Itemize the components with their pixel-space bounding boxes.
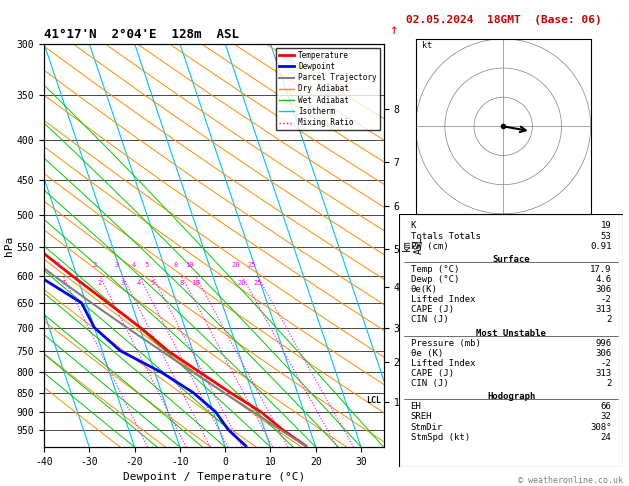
Text: 19: 19 bbox=[601, 222, 611, 230]
Text: CIN (J): CIN (J) bbox=[411, 315, 448, 325]
Text: 10: 10 bbox=[191, 280, 200, 286]
Text: CAPE (J): CAPE (J) bbox=[411, 369, 454, 378]
Text: 25: 25 bbox=[247, 261, 255, 268]
Text: 8: 8 bbox=[174, 261, 177, 268]
Text: 3: 3 bbox=[120, 280, 125, 286]
Text: 2: 2 bbox=[606, 315, 611, 325]
Text: 306: 306 bbox=[596, 285, 611, 294]
Text: EH: EH bbox=[411, 402, 421, 411]
Text: 20: 20 bbox=[231, 261, 240, 268]
Text: SREH: SREH bbox=[411, 413, 432, 421]
Text: θe (K): θe (K) bbox=[411, 349, 443, 358]
Text: ↑: ↑ bbox=[389, 23, 398, 37]
Text: Pressure (mb): Pressure (mb) bbox=[411, 339, 481, 347]
Text: K: K bbox=[411, 222, 416, 230]
Text: 2: 2 bbox=[606, 379, 611, 388]
Text: 2: 2 bbox=[92, 261, 96, 268]
Text: 5: 5 bbox=[145, 261, 148, 268]
Text: 313: 313 bbox=[596, 305, 611, 314]
Text: PW (cm): PW (cm) bbox=[411, 242, 448, 251]
X-axis label: Dewpoint / Temperature (°C): Dewpoint / Temperature (°C) bbox=[123, 472, 305, 483]
Text: 66: 66 bbox=[601, 402, 611, 411]
Text: 41°17'N  2°04'E  128m  ASL: 41°17'N 2°04'E 128m ASL bbox=[44, 28, 239, 41]
Legend: Temperature, Dewpoint, Parcel Trajectory, Dry Adiabat, Wet Adiabat, Isotherm, Mi: Temperature, Dewpoint, Parcel Trajectory… bbox=[276, 48, 380, 130]
Text: 4: 4 bbox=[131, 261, 135, 268]
Text: Lifted Index: Lifted Index bbox=[411, 359, 475, 368]
Text: 17.9: 17.9 bbox=[590, 265, 611, 274]
Text: 306: 306 bbox=[596, 349, 611, 358]
Text: Totals Totals: Totals Totals bbox=[411, 231, 481, 241]
Text: 5: 5 bbox=[150, 280, 155, 286]
Text: Most Unstable: Most Unstable bbox=[476, 329, 546, 338]
Text: CIN (J): CIN (J) bbox=[411, 379, 448, 388]
Text: StmSpd (kt): StmSpd (kt) bbox=[411, 433, 470, 442]
Text: Surface: Surface bbox=[493, 255, 530, 264]
Text: 3: 3 bbox=[114, 261, 119, 268]
Text: 24: 24 bbox=[601, 433, 611, 442]
Text: StmDir: StmDir bbox=[411, 423, 443, 432]
Text: 0.91: 0.91 bbox=[590, 242, 611, 251]
Text: Lifted Index: Lifted Index bbox=[411, 295, 475, 304]
Text: 32: 32 bbox=[601, 413, 611, 421]
Text: 4: 4 bbox=[137, 280, 142, 286]
Text: 1: 1 bbox=[61, 280, 65, 286]
Text: CAPE (J): CAPE (J) bbox=[411, 305, 454, 314]
Text: 1: 1 bbox=[55, 261, 60, 268]
Text: -2: -2 bbox=[601, 295, 611, 304]
Y-axis label: hPa: hPa bbox=[4, 235, 14, 256]
Text: 4.6: 4.6 bbox=[596, 275, 611, 284]
Text: 996: 996 bbox=[596, 339, 611, 347]
Text: 2: 2 bbox=[97, 280, 102, 286]
Text: 313: 313 bbox=[596, 369, 611, 378]
Text: 02.05.2024  18GMT  (Base: 06): 02.05.2024 18GMT (Base: 06) bbox=[406, 15, 601, 25]
Text: Temp (°C): Temp (°C) bbox=[411, 265, 459, 274]
Text: Dewp (°C): Dewp (°C) bbox=[411, 275, 459, 284]
Text: 53: 53 bbox=[601, 231, 611, 241]
Text: 8: 8 bbox=[179, 280, 184, 286]
Y-axis label: km
ASL: km ASL bbox=[402, 237, 424, 254]
Text: LCL: LCL bbox=[367, 396, 381, 405]
Text: 25: 25 bbox=[253, 280, 262, 286]
Text: -2: -2 bbox=[601, 359, 611, 368]
Text: 20: 20 bbox=[238, 280, 247, 286]
Text: 308°: 308° bbox=[590, 423, 611, 432]
Text: θe(K): θe(K) bbox=[411, 285, 437, 294]
Text: Hodograph: Hodograph bbox=[487, 392, 535, 401]
Text: 10: 10 bbox=[186, 261, 194, 268]
Text: © weatheronline.co.uk: © weatheronline.co.uk bbox=[518, 476, 623, 485]
Text: kt: kt bbox=[421, 41, 431, 50]
